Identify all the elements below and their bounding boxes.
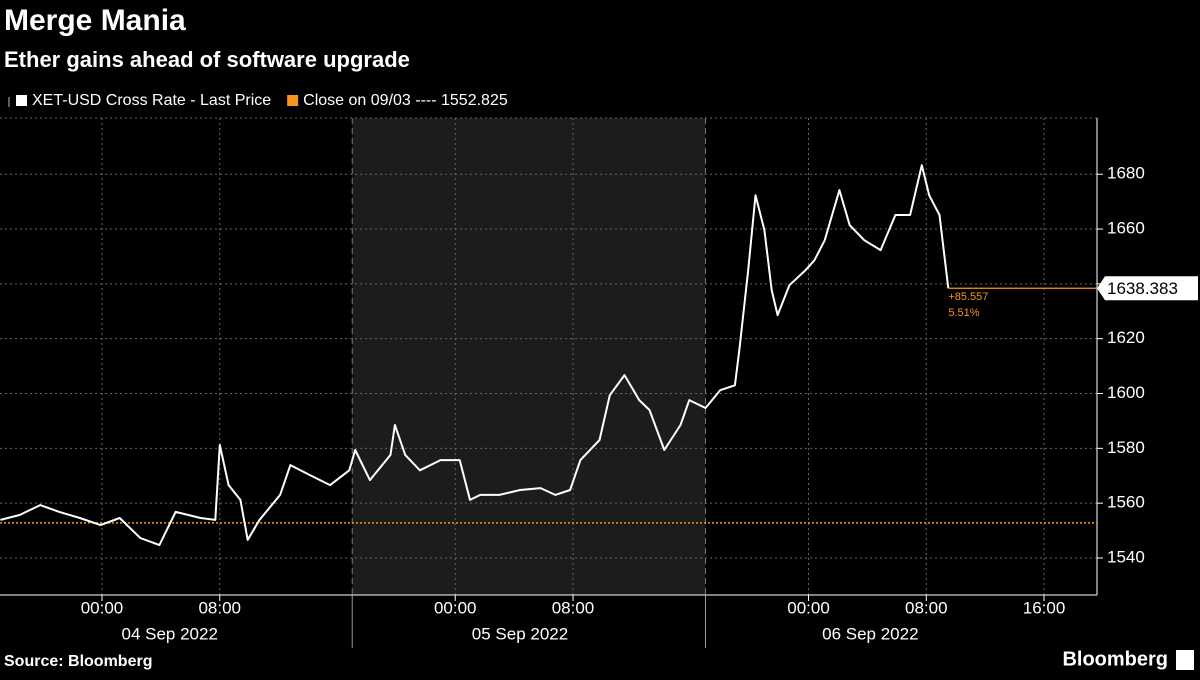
x-tick-label: 00:00 [787,598,830,617]
shaded-session [352,118,706,595]
brand-icon [1176,650,1194,670]
x-tick-label: 08:00 [552,598,595,617]
x-tick-label: 08:00 [905,598,948,617]
y-tick-label: 1580 [1107,438,1145,457]
x-tick-label: 00:00 [81,598,124,617]
y-tick-label: 1620 [1107,328,1145,347]
legend-label: XET-USD Cross Rate - Last Price [32,92,271,109]
y-tick-label: 1680 [1107,164,1145,183]
day-label: 05 Sep 2022 [472,624,568,643]
chart-title: Merge Mania [4,4,186,37]
day-label: 04 Sep 2022 [121,624,217,643]
price-line [0,164,950,547]
chart-subtitle: Ether gains ahead of software upgrade [4,47,410,72]
last-price-label: 1638.383 [1107,279,1178,298]
legend-swatch [287,95,299,106]
x-tick-label: 00:00 [434,598,477,617]
change-annotation: +85.557 [948,291,988,303]
x-tick-label: 16:00 [1023,598,1066,617]
source: Source: Bloomberg [4,653,152,670]
y-tick-label: 1660 [1107,219,1145,238]
brand: Bloomberg [1062,648,1168,670]
y-tick-label: 1560 [1107,493,1145,512]
y-tick-label: 1600 [1107,383,1145,402]
change-annotation: 5.51% [948,307,979,319]
last-price-box [1097,276,1198,301]
y-tick-label: 1540 [1107,547,1145,566]
legend-swatch [16,95,27,106]
x-tick-label: 08:00 [198,598,241,617]
legend-label: Close on 09/03 ---- 1552.825 [303,92,508,109]
day-label: 06 Sep 2022 [822,624,918,643]
